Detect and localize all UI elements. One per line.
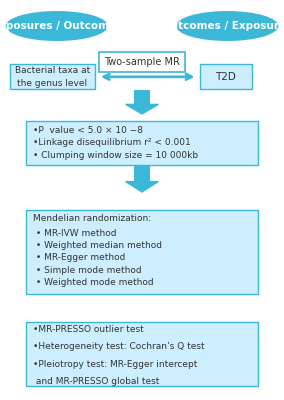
Polygon shape — [126, 104, 158, 114]
Text: Two-sample MR: Two-sample MR — [104, 57, 180, 67]
Text: Bacterial taxa at
the genus level: Bacterial taxa at the genus level — [15, 66, 90, 88]
Text: and MR-PRESSO global test: and MR-PRESSO global test — [33, 377, 159, 386]
Ellipse shape — [176, 11, 278, 41]
Text: •MR-PRESSO outlier test: •MR-PRESSO outlier test — [33, 325, 143, 334]
Text: •P  value < 5.0 × 10 −8: •P value < 5.0 × 10 −8 — [33, 126, 143, 135]
FancyBboxPatch shape — [26, 210, 258, 294]
Text: • Clumping window size = 10 000kb: • Clumping window size = 10 000kb — [33, 151, 198, 160]
Text: • Simple mode method: • Simple mode method — [33, 266, 141, 275]
Text: •Linkage disequilibrium r² < 0.001: •Linkage disequilibrium r² < 0.001 — [33, 138, 190, 147]
FancyBboxPatch shape — [134, 166, 150, 182]
FancyBboxPatch shape — [199, 64, 252, 89]
Text: • Weighted mode method: • Weighted mode method — [33, 278, 153, 287]
FancyBboxPatch shape — [134, 90, 150, 104]
FancyBboxPatch shape — [10, 64, 95, 89]
Text: Mendelian randomization:: Mendelian randomization: — [33, 214, 151, 223]
Text: • MR-Egger method: • MR-Egger method — [33, 253, 125, 262]
FancyBboxPatch shape — [99, 52, 185, 72]
Text: • Weighted median method: • Weighted median method — [33, 241, 162, 250]
FancyBboxPatch shape — [26, 121, 258, 165]
Text: T2D: T2D — [215, 72, 236, 82]
Polygon shape — [126, 182, 158, 192]
Text: •Pleiotropy test: MR-Egger intercept: •Pleiotropy test: MR-Egger intercept — [33, 360, 197, 369]
Ellipse shape — [6, 11, 108, 41]
FancyBboxPatch shape — [26, 322, 258, 386]
Text: •Heterogeneity test: Cochran’s Q test: •Heterogeneity test: Cochran’s Q test — [33, 342, 204, 352]
Text: • MR-IVW method: • MR-IVW method — [33, 229, 116, 238]
Text: Exposures / Outcomes: Exposures / Outcomes — [0, 21, 122, 31]
Text: Outcomes / Exposures: Outcomes / Exposures — [162, 21, 284, 31]
